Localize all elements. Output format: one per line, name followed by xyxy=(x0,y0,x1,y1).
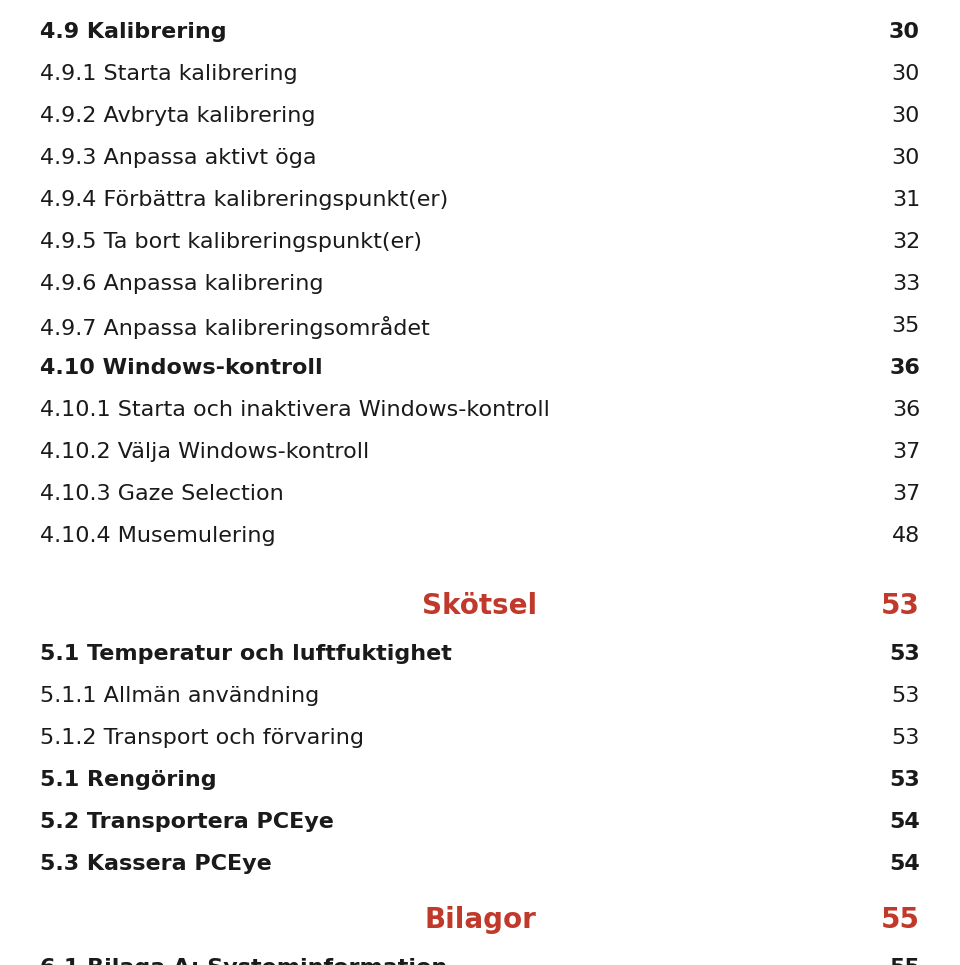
Text: 30: 30 xyxy=(892,106,920,126)
Text: 32: 32 xyxy=(892,232,920,252)
Text: 53: 53 xyxy=(889,770,920,790)
Text: 33: 33 xyxy=(892,274,920,294)
Text: 36: 36 xyxy=(892,400,920,420)
Text: 4.9.2 Avbryta kalibrering: 4.9.2 Avbryta kalibrering xyxy=(40,106,316,126)
Text: 53: 53 xyxy=(892,686,920,706)
Text: 36: 36 xyxy=(889,358,920,378)
Text: 31: 31 xyxy=(892,190,920,210)
Text: 4.9.6 Anpassa kalibrering: 4.9.6 Anpassa kalibrering xyxy=(40,274,324,294)
Text: 5.1 Rengöring: 5.1 Rengöring xyxy=(40,770,217,790)
Text: 53: 53 xyxy=(892,728,920,748)
Text: 30: 30 xyxy=(892,64,920,84)
Text: 4.10.1 Starta och inaktivera Windows-kontroll: 4.10.1 Starta och inaktivera Windows-kon… xyxy=(40,400,550,420)
Text: 4.9.5 Ta bort kalibreringspunkt(er): 4.9.5 Ta bort kalibreringspunkt(er) xyxy=(40,232,422,252)
Text: 37: 37 xyxy=(892,442,920,462)
Text: 4.10.4 Musemulering: 4.10.4 Musemulering xyxy=(40,526,276,546)
Text: 5.1.1 Allmän användning: 5.1.1 Allmän användning xyxy=(40,686,320,706)
Text: 4.9 Kalibrering: 4.9 Kalibrering xyxy=(40,22,227,42)
Text: 5.1.2 Transport och förvaring: 5.1.2 Transport och förvaring xyxy=(40,728,364,748)
Text: 37: 37 xyxy=(892,484,920,504)
Text: 4.9.1 Starta kalibrering: 4.9.1 Starta kalibrering xyxy=(40,64,298,84)
Text: 55: 55 xyxy=(889,958,920,965)
Text: 5.1 Temperatur och luftfuktighet: 5.1 Temperatur och luftfuktighet xyxy=(40,644,452,664)
Text: 4.9.4 Förbättra kalibreringspunkt(er): 4.9.4 Förbättra kalibreringspunkt(er) xyxy=(40,190,448,210)
Text: 4.9.3 Anpassa aktivt öga: 4.9.3 Anpassa aktivt öga xyxy=(40,148,317,168)
Text: 5.2 Transportera PCEye: 5.2 Transportera PCEye xyxy=(40,812,334,832)
Text: 4.10.2 Välja Windows-kontroll: 4.10.2 Välja Windows-kontroll xyxy=(40,442,370,462)
Text: 53: 53 xyxy=(881,592,920,620)
Text: 55: 55 xyxy=(881,906,920,934)
Text: 6.1 Bilaga A: Systeminformation: 6.1 Bilaga A: Systeminformation xyxy=(40,958,447,965)
Text: 35: 35 xyxy=(892,316,920,336)
Text: 4.10.3 Gaze Selection: 4.10.3 Gaze Selection xyxy=(40,484,284,504)
Text: 4.10 Windows-kontroll: 4.10 Windows-kontroll xyxy=(40,358,323,378)
Text: Bilagor: Bilagor xyxy=(424,906,536,934)
Text: 30: 30 xyxy=(889,22,920,42)
Text: 54: 54 xyxy=(889,812,920,832)
Text: 4.9.7 Anpassa kalibreringsområdet: 4.9.7 Anpassa kalibreringsområdet xyxy=(40,316,430,339)
Text: 5.3 Kassera PCEye: 5.3 Kassera PCEye xyxy=(40,854,272,874)
Text: 48: 48 xyxy=(892,526,920,546)
Text: 54: 54 xyxy=(889,854,920,874)
Text: 53: 53 xyxy=(889,644,920,664)
Text: Skötsel: Skötsel xyxy=(422,592,538,620)
Text: 30: 30 xyxy=(892,148,920,168)
